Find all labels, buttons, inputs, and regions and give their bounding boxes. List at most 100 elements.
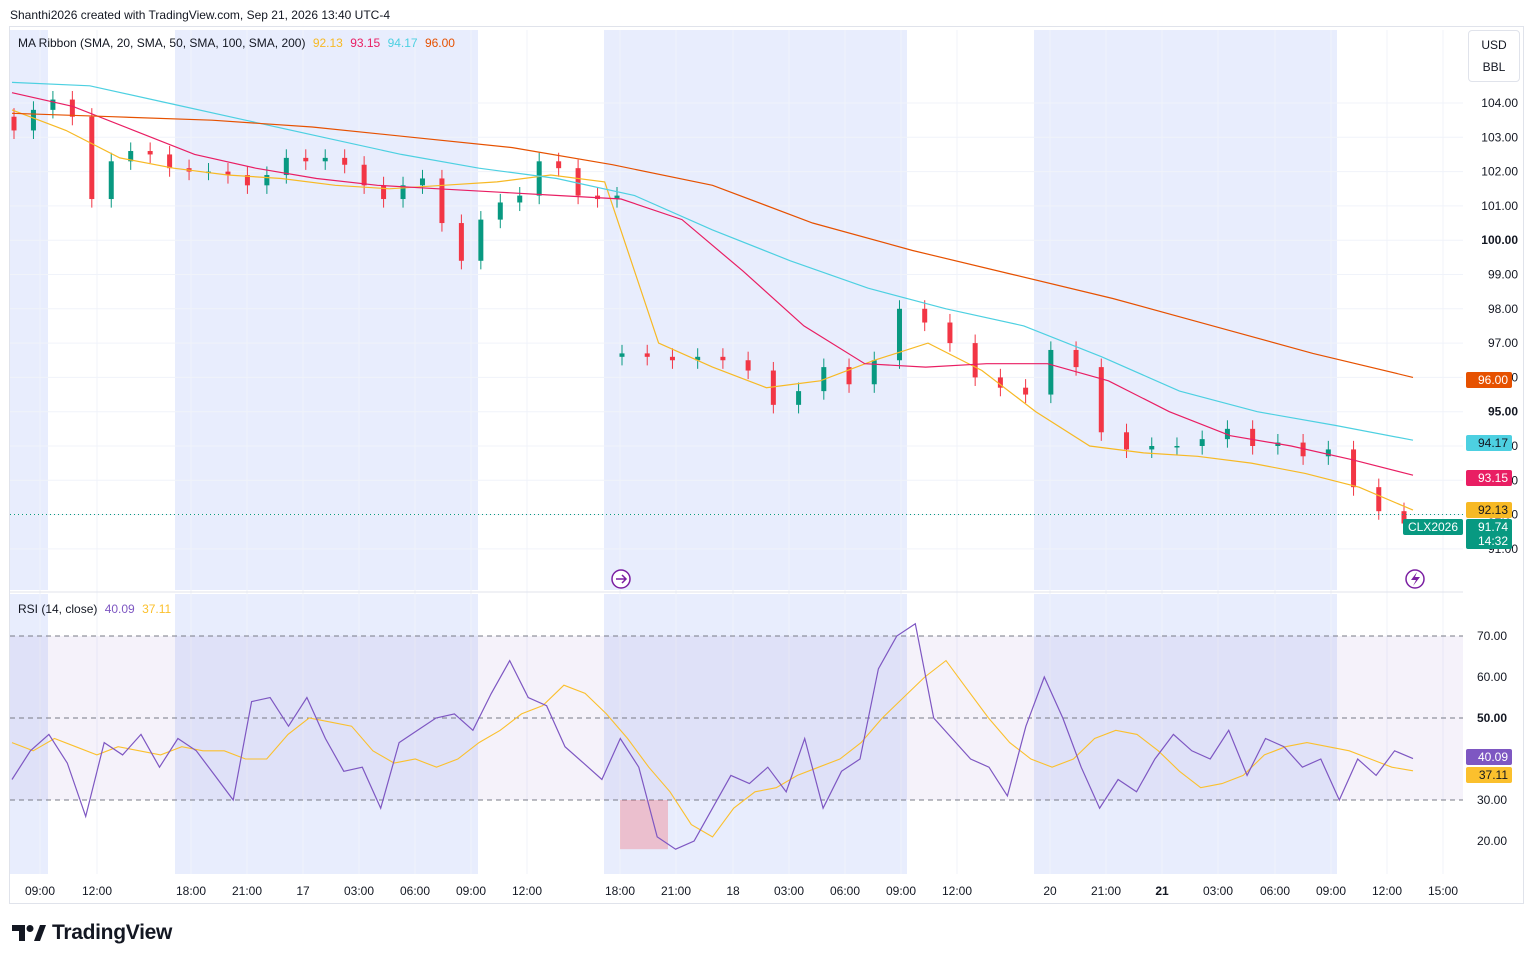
sma200-axis-label: 96.00: [1478, 373, 1508, 387]
symbol-tag-label: CLX2026: [1408, 520, 1458, 534]
candle-down: [303, 157, 309, 162]
sma50-axis-label: 93.15: [1478, 471, 1508, 485]
candle-up: [50, 99, 56, 110]
rsi-oversold-fill: [620, 800, 668, 850]
candle-up: [30, 109, 36, 131]
rsi-value: 40.09: [104, 602, 135, 616]
session-band-price: [175, 30, 478, 590]
candle-down: [846, 367, 852, 385]
tradingview-logo[interactable]: TradingView: [12, 921, 172, 945]
candle-up: [1199, 439, 1205, 446]
candle-down: [972, 343, 978, 378]
sma50-line: [11, 92, 1414, 476]
session-band-rsi: [10, 594, 48, 874]
time-tick-label: 17: [296, 884, 310, 898]
candle-up: [1149, 446, 1155, 450]
rsi-ma-line: [11, 659, 1414, 838]
time-tick-label: 18:00: [176, 884, 206, 898]
rsi-ma-axis-bg: [1466, 767, 1512, 783]
time-tick-label: 18: [726, 884, 740, 898]
sma200-value: 96.00: [424, 36, 455, 50]
rsi-tick-label: 20.00: [1477, 834, 1507, 848]
candle-up: [1048, 349, 1054, 395]
candle-down: [1351, 449, 1357, 488]
candle-up: [796, 391, 802, 405]
candle-up: [619, 353, 625, 357]
sma20-line: [11, 109, 1414, 511]
session-band-rsi: [175, 594, 478, 874]
time-tick-label: 15:00: [1428, 884, 1458, 898]
brand-name: TradingView: [52, 921, 173, 944]
candle-down: [575, 168, 581, 196]
ma-ribbon-label: MA Ribbon (SMA, 20, SMA, 50, SMA, 100, S…: [18, 36, 306, 50]
time-tick-label: 09:00: [1316, 884, 1346, 898]
candle-down: [69, 99, 75, 117]
time-tick-label: 06:00: [400, 884, 430, 898]
time-tick-label: 21:00: [232, 884, 262, 898]
arrow-right-icon: [616, 574, 628, 584]
session-band-price: [604, 30, 907, 590]
countdown-axis-label: 14:32: [1478, 534, 1508, 548]
time-tick-label: 12:00: [942, 884, 972, 898]
time-tick-label: 12:00: [82, 884, 112, 898]
candle-up: [536, 161, 542, 196]
chart-caption: Shanthi2026 created with TradingView.com…: [10, 8, 391, 22]
lightning-bolt-icon: [1411, 572, 1420, 586]
sma100-value: 94.17: [387, 36, 418, 50]
sma20-axis-label: 92.13: [1478, 503, 1508, 517]
rsi-tick-label: 70.00: [1477, 629, 1507, 643]
candle-down: [1073, 349, 1079, 368]
ma-ribbon-legend[interactable]: MA Ribbon (SMA, 20, SMA, 50, SMA, 100, S…: [18, 36, 459, 50]
time-tick-label: 20: [1043, 884, 1057, 898]
price-tick-label: 102.00: [1481, 165, 1518, 179]
candle-up: [400, 185, 406, 200]
candle-down: [361, 164, 367, 186]
rsi-legend[interactable]: RSI (14, close) 40.09 37.11: [18, 602, 175, 616]
candle-up: [896, 308, 902, 361]
time-tick-label: 06:00: [830, 884, 860, 898]
candle-down: [1401, 511, 1407, 524]
candle-down: [147, 151, 153, 155]
last-price-axis-bg: [1466, 519, 1512, 549]
candle-down: [997, 377, 1003, 388]
rsi-ma-axis-label: 37.11: [1479, 768, 1508, 782]
sma100-line: [11, 81, 1414, 441]
candle-up: [871, 360, 877, 385]
candle-down: [745, 360, 751, 371]
time-tick-label: 06:00: [1260, 884, 1290, 898]
candle-up: [128, 151, 134, 162]
price-tick-label: 101.00: [1481, 199, 1518, 213]
time-tick-label: 09:00: [886, 884, 916, 898]
time-tick-label: 12:00: [1372, 884, 1402, 898]
candle-down: [644, 353, 650, 357]
currency-label: USD: [1481, 38, 1507, 52]
time-tick-label: 18:00: [605, 884, 635, 898]
time-tick-label: 09:00: [456, 884, 486, 898]
price-tick-label: 104.00: [1481, 96, 1518, 110]
rsi-label: RSI (14, close): [18, 602, 98, 616]
candle-down: [89, 116, 95, 200]
sma20-value: 92.13: [312, 36, 343, 50]
session-band-rsi: [1034, 594, 1337, 874]
chart-frame: [9, 26, 1524, 904]
sma100-axis-label: 94.17: [1478, 436, 1508, 450]
unit-selector[interactable]: USD BBL: [1468, 30, 1520, 82]
time-tick-label: 21: [1155, 884, 1169, 898]
candle-up: [695, 356, 701, 361]
candle-up: [322, 157, 328, 162]
candle-down: [1300, 442, 1306, 457]
candle-down: [381, 185, 387, 200]
candle-down: [225, 171, 231, 176]
candle-down: [556, 161, 562, 169]
candle-down: [770, 370, 776, 405]
rsi-line: [11, 622, 1414, 850]
time-tick-label: 09:00: [25, 884, 55, 898]
sma50-axis-label-bg: [1466, 470, 1512, 486]
price-tick-label: 99.00: [1488, 268, 1518, 282]
rsi-axis-bg: [1466, 749, 1512, 765]
candle-down: [458, 223, 464, 261]
candle-down: [669, 356, 675, 361]
candle-down: [1124, 432, 1130, 450]
price-tick-label: 103.00: [1481, 130, 1518, 144]
